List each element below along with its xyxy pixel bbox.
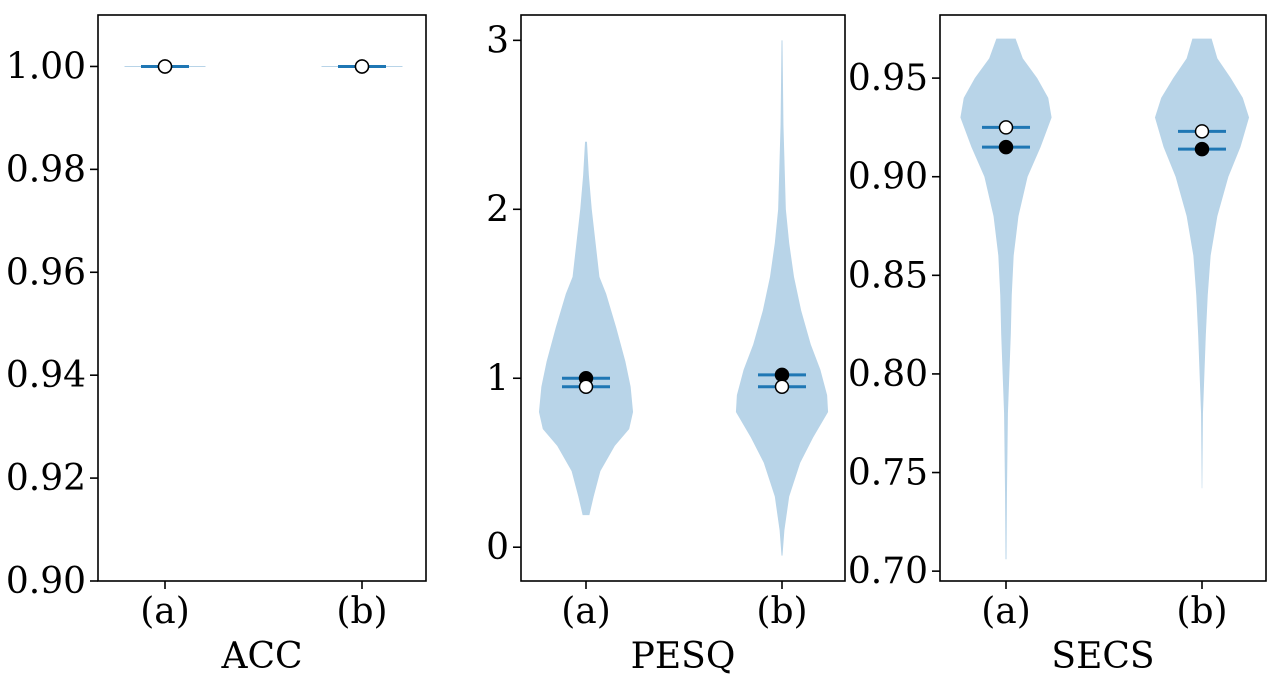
x-tick-label: (a) [561,591,611,632]
median-marker-b [774,379,790,394]
median-marker-b [1194,124,1210,139]
y-tick-label: 0.85 [848,255,928,296]
violin-a [538,141,634,516]
violin-a [960,38,1052,560]
y-tick-label: 0.90 [848,157,928,198]
axes-frame [939,14,1267,582]
axes-frame [97,14,427,582]
violin-b [1154,38,1250,489]
secs-panel: 0.70 0.75 0.80 0.85 0.90 0.95 (a) (b) SECS [848,14,1267,677]
y-tick-label: 3 [486,20,509,61]
mean-marker-a [998,139,1014,155]
mean-marker-b [1194,141,1210,157]
median-marker-a [998,120,1014,135]
median-marker-b [354,59,370,74]
x-axis-label: SECS [1051,636,1154,677]
y-tick-label: 0.92 [6,458,86,499]
median-marker-a [157,59,173,74]
y-tick-label: 0.80 [848,354,928,395]
x-tick-label: (b) [1176,591,1227,632]
y-tick-label: 0 [486,527,509,568]
x-tick-label: (b) [756,591,807,632]
y-tick-label: 1.00 [6,46,86,87]
x-axis-label: PESQ [631,636,736,677]
y-tick-label: 0.70 [848,551,928,592]
mean-marker-b [774,367,790,383]
x-tick-label: (a) [140,591,190,632]
y-tick-label: 1 [486,358,509,399]
violin-b [735,40,829,556]
y-tick-label: 0.75 [848,453,928,494]
axes-frame [520,14,846,582]
x-axis-label: ACC [220,636,302,677]
acc-panel: 0.90 0.92 0.94 0.96 0.98 1.00 (a) (b) ACC [6,14,427,677]
y-tick-label: 0.95 [848,58,928,99]
y-tick-label: 2 [486,189,509,230]
x-tick-label: (a) [981,591,1031,632]
y-tick-label: 0.90 [6,561,86,602]
y-tick-label: 0.94 [6,355,86,396]
pesq-panel: 0 1 2 3 (a) (b) PESQ [486,14,846,677]
x-tick-label: (b) [336,591,387,632]
y-tick-label: 0.96 [6,252,86,293]
median-marker-a [578,379,594,394]
y-tick-label: 0.98 [6,149,86,190]
